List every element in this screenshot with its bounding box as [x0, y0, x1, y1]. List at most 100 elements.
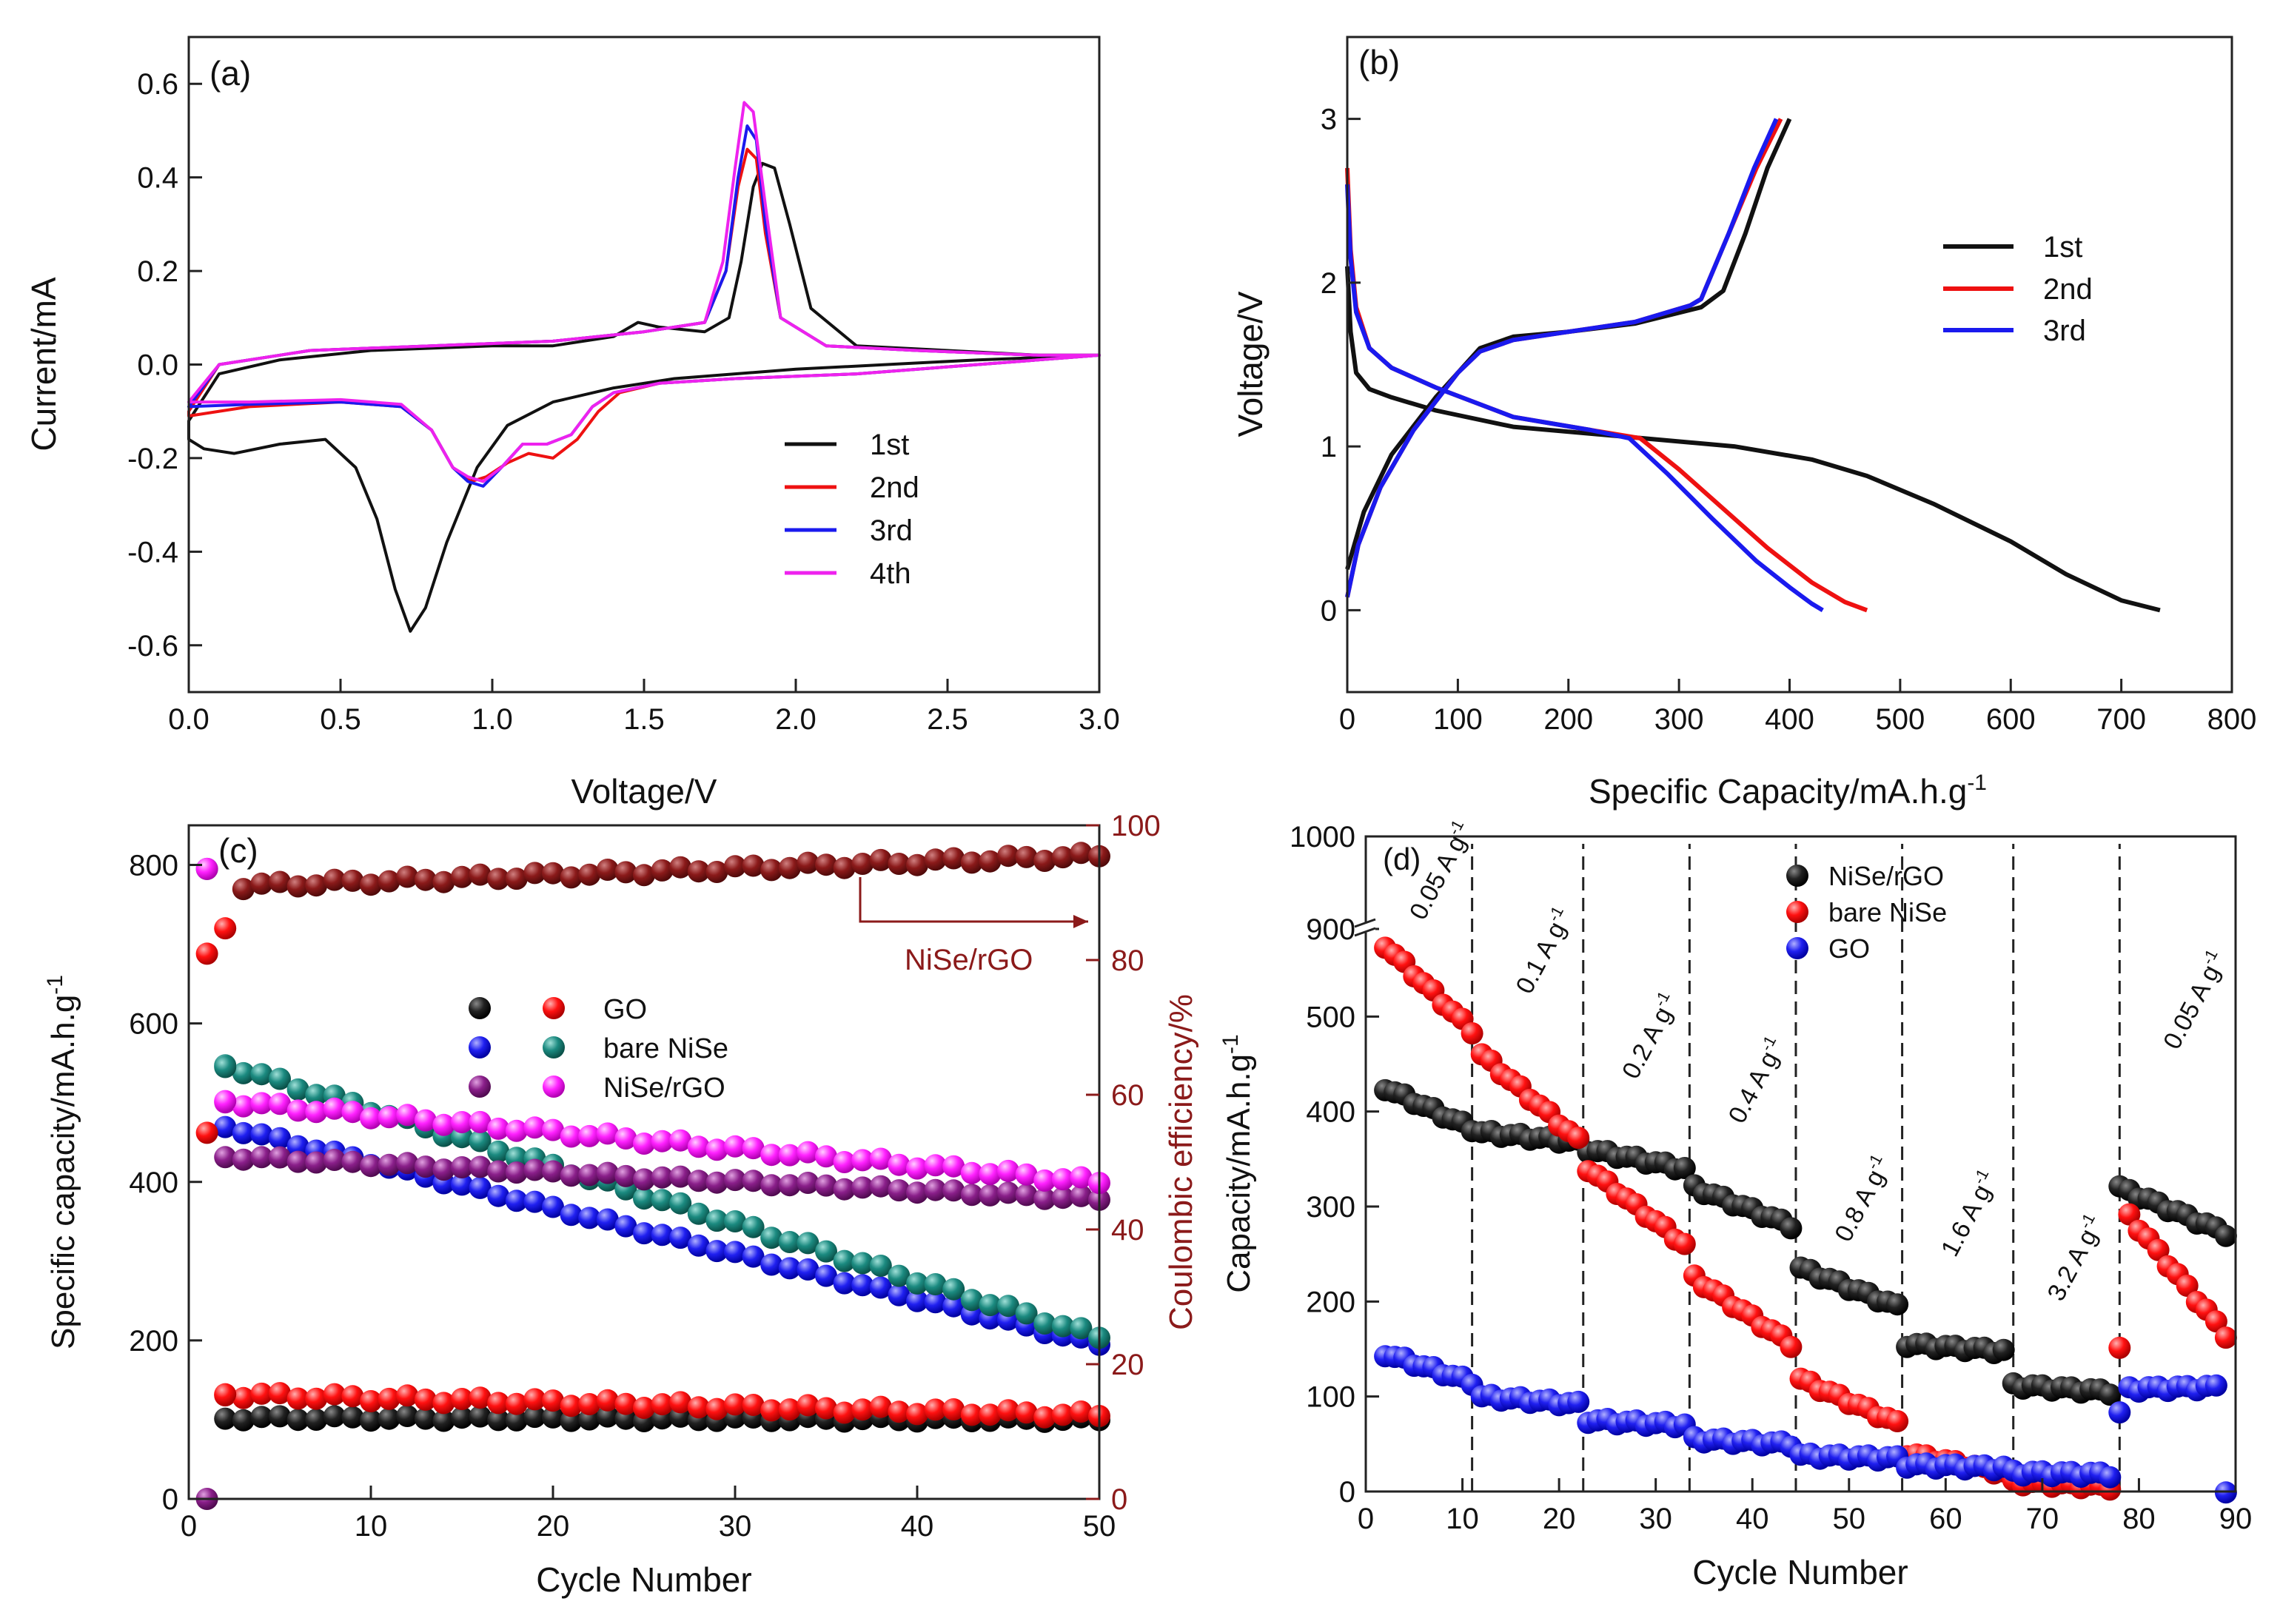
x-tick-label: 400 [1765, 703, 1814, 736]
data-point [869, 1276, 892, 1299]
charge-curve-2nd [1345, 118, 1783, 598]
legend-marker-nise-rgo [1786, 865, 1808, 887]
rate-label: 3.2 A g-1 [2039, 1210, 2110, 1306]
data-point [487, 1184, 510, 1207]
panel-d-axis-break [1354, 918, 1376, 937]
data-point [578, 1164, 601, 1187]
cv-curve-3rd [187, 124, 1101, 488]
x-tick-label: 90 [2219, 1503, 2253, 1535]
data-point [378, 1153, 400, 1176]
data-point [924, 1398, 947, 1421]
data-point [1070, 1400, 1093, 1423]
data-point [578, 1393, 601, 1415]
data-point [487, 1140, 510, 1163]
data-point [1070, 842, 1093, 865]
x-tick-label: 300 [1654, 703, 1704, 736]
data-point [1051, 1187, 1074, 1209]
data-point [523, 1116, 546, 1139]
panel-b-frame [1346, 36, 2233, 694]
cv-curve-1st [187, 161, 1101, 633]
panel-c-y2label: Coulombic efficiency/% [1163, 994, 1199, 1330]
data-point [760, 859, 783, 882]
legend-marker-go [1786, 937, 1808, 959]
data-point [396, 1152, 419, 1175]
data-point [232, 1061, 255, 1084]
rate-label: 1.6 A g-1 [1933, 1166, 2003, 1261]
data-point [778, 1174, 801, 1197]
data-point [250, 872, 273, 895]
y-tick-label: 0.0 [137, 349, 178, 382]
data-point [815, 853, 837, 876]
data-point [487, 1392, 510, 1415]
x-tick-label: 30 [1639, 1503, 1672, 1535]
data-point [705, 1397, 728, 1420]
data-point [651, 1130, 674, 1152]
data-point [924, 848, 947, 871]
data-point [705, 861, 728, 883]
data-point [414, 1407, 437, 1430]
legend-marker-nise-teal [543, 1036, 565, 1058]
data-point [505, 1409, 528, 1432]
x-tick-label: 10 [355, 1510, 388, 1543]
data-point [542, 1195, 564, 1218]
data-point [979, 1184, 1002, 1207]
data-point [378, 1387, 400, 1410]
data-point [906, 1289, 928, 1312]
y-tick-label: 3 [1321, 104, 1337, 136]
discharge-curve-1st [1345, 266, 2161, 613]
panel-d-legend: NiSe/rGO bare NiSe GO [1786, 861, 1947, 964]
data-point [705, 1240, 728, 1263]
data-point [560, 866, 583, 889]
rate-label: 0.05 A g-1 [2156, 946, 2233, 1054]
data-point [851, 1252, 874, 1275]
data-point [997, 1181, 1019, 1204]
data-point [414, 1109, 437, 1132]
data-point [906, 1181, 928, 1204]
x-tick-label: 0.5 [320, 703, 361, 736]
y-tick-label: 0 [162, 1483, 178, 1516]
data-point [214, 1090, 237, 1113]
data-point [614, 1392, 637, 1415]
data-point [1070, 1166, 1093, 1189]
legend-label-2nd: 2nd [870, 472, 919, 504]
panel-b-legend: 1st 2nd 3rd [1943, 231, 2093, 347]
data-point [979, 850, 1002, 873]
data-point [778, 856, 801, 879]
data-point [578, 1207, 601, 1229]
data-point [451, 1173, 473, 1196]
discharge-curve-2nd [1345, 167, 1868, 613]
data-point [378, 870, 400, 893]
rate-label-text: 0.4 A g [1723, 1047, 1784, 1128]
legend-label-3rd: 3rd [870, 514, 913, 547]
data-point [760, 1174, 783, 1197]
data-point [396, 1104, 419, 1127]
rate-label-text: 3.2 A g [2042, 1224, 2103, 1306]
x-tick-label: 20 [1543, 1503, 1576, 1535]
data-point [1070, 1184, 1093, 1207]
data-point [960, 1161, 983, 1184]
data-point [560, 1204, 583, 1227]
data-point [560, 1125, 583, 1148]
data-point [924, 1291, 947, 1314]
data-point [305, 874, 328, 897]
data-point [778, 1257, 801, 1280]
data-point [232, 1095, 255, 1118]
panel-d-series [1374, 936, 2237, 1504]
data-point [960, 851, 983, 874]
data-point [906, 853, 928, 876]
data-point [469, 1155, 492, 1178]
data-point [360, 873, 382, 896]
data-point [797, 1258, 819, 1281]
x-tick-label: 0.0 [168, 703, 209, 736]
data-point [414, 868, 437, 891]
data-point [687, 1170, 710, 1192]
panel-c-annotation: NiSe/rGO [905, 944, 1033, 976]
data-point [687, 860, 710, 883]
data-point [742, 1137, 765, 1160]
data-point [942, 1295, 965, 1318]
data-point [705, 1138, 728, 1161]
data-point [2214, 1326, 2237, 1349]
data-point [2099, 1466, 2122, 1489]
data-point [760, 1144, 783, 1167]
legend-marker-go-red [543, 997, 565, 1019]
